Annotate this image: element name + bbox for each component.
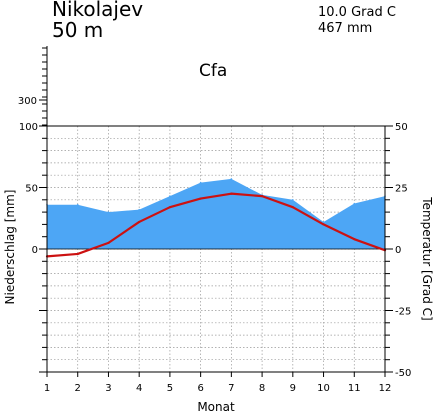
right-axis-tick-label: 25 [395, 184, 408, 195]
precipitation-point [230, 178, 233, 180]
precipitation-point [353, 202, 356, 205]
left-axis-tick-label: 50 [25, 184, 38, 195]
x-axis-tick-label: 7 [228, 383, 234, 394]
temperature-point [76, 252, 79, 256]
station-elevation: 50 m [52, 18, 104, 42]
left-axis-title: Niederschlag [mm] [3, 190, 17, 305]
right-axis-tick-label: 0 [395, 245, 401, 256]
x-axis-tick-label: 11 [348, 383, 361, 394]
x-axis-tick-label: 12 [379, 383, 392, 394]
station-name: Nikolajev [52, 0, 144, 21]
precipitation-point [138, 208, 140, 211]
precipitation-point [199, 181, 202, 184]
temperature-point [199, 197, 202, 200]
annual-precipitation: 467 mm [318, 21, 373, 36]
axis-labels: Monat Niederschlag [mm] Temperatur [Grad C… [3, 190, 434, 414]
annual-temperature: 10.0 Grad C [318, 5, 396, 20]
temperature-line-layer [45, 192, 387, 258]
precipitation-area-layer [46, 178, 386, 249]
upper-precipitation-axis: 300 [18, 46, 48, 126]
precipitation-point [292, 199, 294, 201]
precipitation-point [322, 221, 325, 223]
temperature-point [291, 206, 294, 209]
x-axis-title: Monat [197, 400, 235, 414]
temperature-point [260, 195, 264, 198]
temperature-point [168, 206, 172, 209]
temperature-point [138, 220, 141, 224]
temperature-point [230, 192, 233, 195]
temperature-point [353, 238, 356, 241]
x-axis-tick-label: 5 [167, 383, 173, 394]
left-axis-tick-label: 0 [32, 245, 38, 256]
temperature-point [322, 223, 325, 226]
precipitation-point [107, 211, 110, 213]
x-axis-tick-label: 4 [136, 383, 142, 394]
x-axis-tick-label: 2 [75, 383, 81, 394]
x-axis-tick-label: 1 [44, 383, 50, 394]
right-axis-tick-label: -50 [395, 368, 411, 379]
upper-axis-tick-label: 300 [18, 96, 37, 107]
precipitation-point [169, 195, 171, 197]
x-axis-tick-label: 6 [197, 383, 203, 394]
x-axis-tick-label: 10 [317, 383, 330, 394]
x-axis-tick-label: 8 [259, 383, 265, 394]
right-axis-tick-label: -25 [395, 307, 411, 318]
temperature-line [46, 192, 386, 258]
right-axis-tick-label: 50 [395, 122, 408, 133]
precipitation-point [76, 203, 79, 206]
precipitation-area [47, 178, 385, 249]
left-axis-tick-label: 100 [19, 122, 38, 133]
climate-classification: Cfa [199, 61, 228, 81]
x-axis-tick-label: 3 [105, 383, 111, 394]
temperature-point [107, 241, 110, 244]
x-axis-tick-label: 9 [290, 383, 296, 394]
right-axis-title: Temperatur [Grad C] [420, 196, 434, 320]
